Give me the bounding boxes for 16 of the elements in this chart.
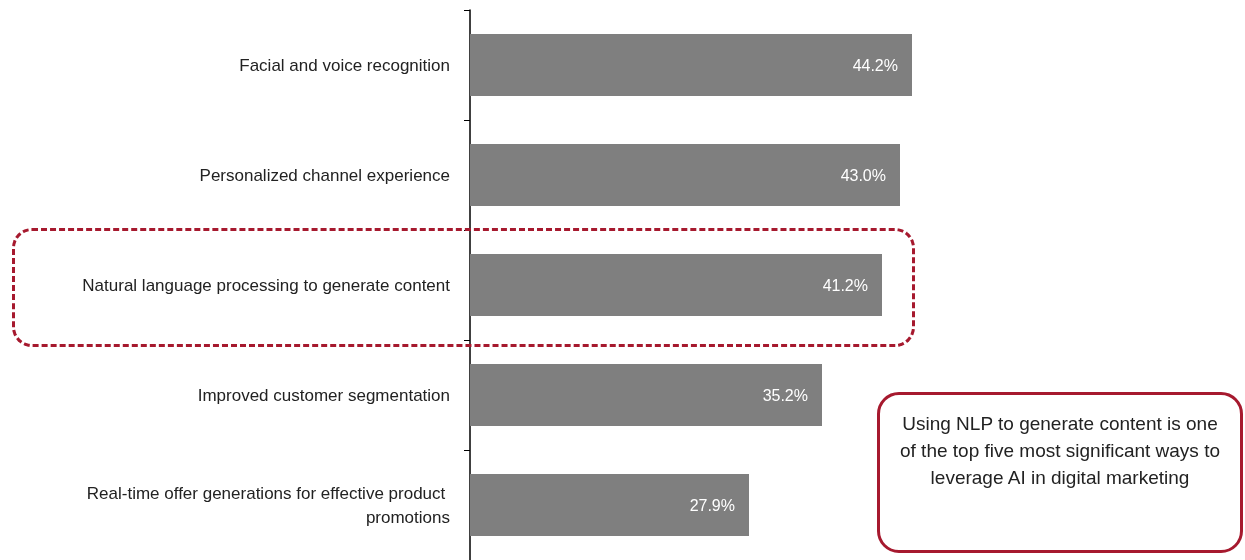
data-label: 44.2% bbox=[852, 56, 898, 74]
data-label: 27.9% bbox=[689, 496, 735, 514]
bar bbox=[470, 34, 912, 96]
bar bbox=[470, 144, 900, 206]
data-label: 41.2% bbox=[822, 276, 868, 294]
y-tick-label: Personalized channel experience bbox=[199, 165, 450, 185]
bar bbox=[470, 254, 882, 316]
y-tick-label: Real-time offer generations for effective product promotions bbox=[86, 483, 450, 527]
bar bbox=[470, 474, 749, 536]
y-tick-label: Natural language processing to generate content bbox=[82, 275, 451, 295]
data-label: 35.2% bbox=[762, 386, 808, 404]
bar bbox=[470, 364, 822, 426]
data-label: 43.0% bbox=[840, 166, 886, 184]
y-tick-label: Improved customer segmentation bbox=[197, 385, 450, 405]
annotation: Using NLP to generate content is one of the top five most significant ways to leverage AI in digital marketing bbox=[900, 412, 1220, 490]
y-tick-label: Facial and voice recognition bbox=[239, 55, 450, 75]
